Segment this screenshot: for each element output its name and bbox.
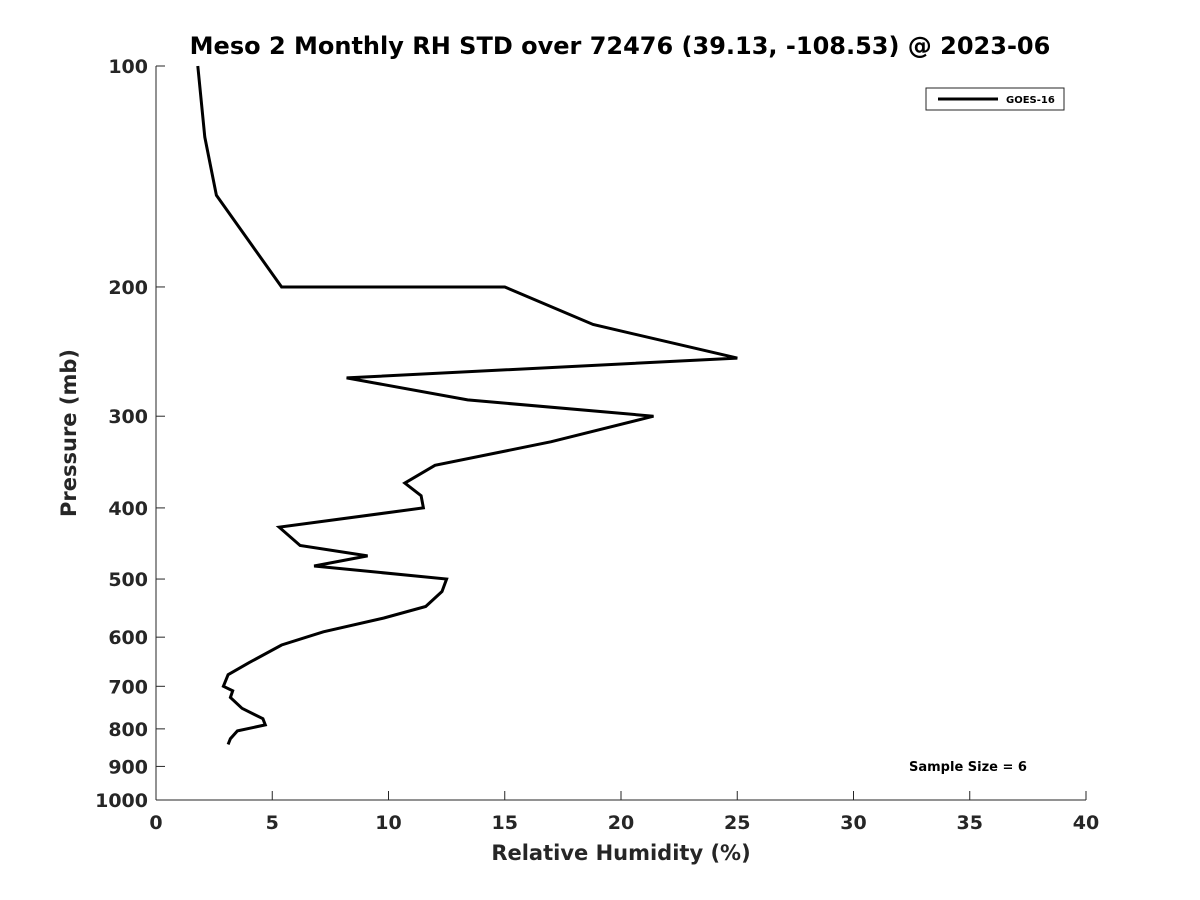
legend: GOES-16: [925, 87, 1065, 111]
sample-size-annotation: Sample Size = 6: [909, 760, 1027, 775]
y-axis-ticks: 100 200 300 400 500 600 700 800 900 1000: [95, 56, 165, 812]
y-tick-label: 700: [108, 676, 148, 698]
y-axis-label: Pressure (mb): [57, 349, 81, 517]
y-tick-label: 600: [108, 627, 148, 649]
y-tick-label: 800: [108, 719, 148, 741]
y-tick-label: 900: [108, 756, 148, 778]
plot-axes: [155, 66, 1086, 801]
y-tick-label: 300: [108, 406, 148, 428]
x-tick-label: 30: [840, 812, 866, 834]
x-axis-ticks: 0 5 10 15 20 25 30 35 40: [149, 791, 1099, 834]
x-tick-label: 20: [608, 812, 634, 834]
x-tick-label: 25: [724, 812, 750, 834]
x-tick-label: 0: [149, 812, 162, 834]
series-line-goes-16: [196, 65, 738, 745]
x-tick-label: 10: [375, 812, 401, 834]
y-tick-label: 400: [108, 498, 148, 520]
y-tick-label: 500: [108, 569, 148, 591]
legend-label-goes-16: GOES-16: [1006, 95, 1055, 106]
chart-title: Meso 2 Monthly RH STD over 72476 (39.13,…: [190, 32, 1051, 60]
y-tick-label: 200: [108, 277, 148, 299]
series-layer: [196, 65, 738, 745]
y-tick-label: 100: [108, 56, 148, 78]
x-tick-label: 15: [492, 812, 518, 834]
x-axis-label: Relative Humidity (%): [491, 841, 750, 865]
x-tick-label: 35: [957, 812, 983, 834]
x-tick-label: 5: [266, 812, 279, 834]
y-tick-label: 1000: [95, 790, 148, 812]
x-tick-label: 40: [1073, 812, 1099, 834]
